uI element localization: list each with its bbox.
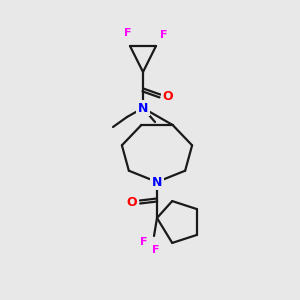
Text: F: F [152,245,160,255]
Text: F: F [160,30,168,40]
Text: O: O [127,196,137,208]
Text: F: F [140,237,148,247]
Text: N: N [152,176,162,188]
Text: N: N [138,101,148,115]
Text: F: F [124,28,132,38]
Text: O: O [163,91,173,103]
